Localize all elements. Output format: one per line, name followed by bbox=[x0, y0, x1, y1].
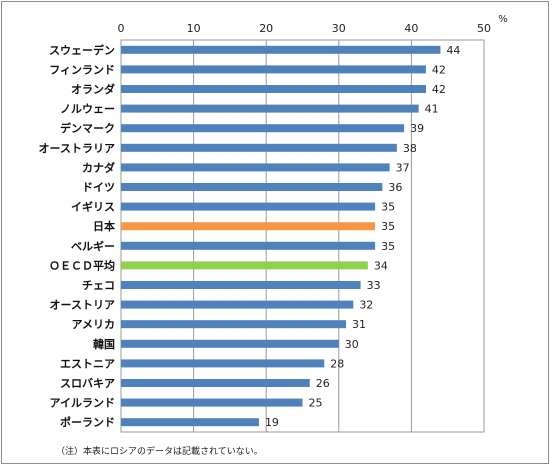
value-label: 35 bbox=[381, 220, 395, 233]
value-label: 33 bbox=[367, 279, 381, 292]
bar bbox=[121, 300, 354, 309]
value-label: 34 bbox=[374, 259, 388, 272]
value-label: 42 bbox=[432, 83, 446, 96]
category-label: ドイツ bbox=[82, 181, 115, 194]
bar bbox=[121, 183, 383, 191]
plot-area bbox=[120, 39, 485, 433]
category-label: デンマーク bbox=[60, 121, 115, 135]
value-label: 44 bbox=[446, 44, 460, 57]
category-label: オランダ bbox=[71, 82, 115, 96]
x-tick-label: 30 bbox=[332, 22, 346, 35]
category-label: アメリカ bbox=[72, 318, 115, 331]
value-label: 31 bbox=[352, 318, 366, 331]
value-label: 26 bbox=[316, 377, 330, 390]
x-tick-label: 10 bbox=[187, 22, 201, 35]
value-label: 41 bbox=[425, 103, 439, 116]
value-label: 35 bbox=[381, 201, 395, 214]
value-label: 28 bbox=[330, 357, 344, 370]
value-label: 39 bbox=[410, 122, 424, 135]
bar bbox=[121, 418, 259, 427]
bar bbox=[121, 359, 325, 368]
bar bbox=[121, 261, 368, 270]
bar bbox=[121, 202, 376, 211]
bar bbox=[121, 281, 361, 289]
value-label: 36 bbox=[388, 181, 402, 194]
value-label: 35 bbox=[381, 240, 395, 253]
x-tick-label: 40 bbox=[404, 22, 418, 35]
value-label: 30 bbox=[345, 338, 359, 351]
category-label: ポーランド bbox=[60, 415, 115, 429]
category-label: フィンランド bbox=[49, 63, 115, 76]
value-label: 19 bbox=[265, 416, 279, 429]
bar bbox=[121, 320, 347, 329]
value-label: 37 bbox=[396, 161, 410, 174]
bar bbox=[121, 65, 426, 74]
value-label: 38 bbox=[403, 142, 417, 155]
category-label: オーストラリア bbox=[39, 142, 115, 155]
x-tick-label: 0 bbox=[118, 22, 125, 35]
bar bbox=[121, 398, 303, 407]
bar bbox=[121, 143, 397, 152]
category-label: 韓国 bbox=[93, 337, 115, 351]
x-tick-label: 20 bbox=[259, 22, 273, 35]
category-label: イギリス bbox=[71, 200, 115, 214]
bar bbox=[121, 124, 405, 133]
bar bbox=[121, 241, 376, 250]
category-label: スウェーデン bbox=[49, 43, 115, 57]
bar bbox=[121, 45, 441, 54]
bar bbox=[121, 104, 419, 113]
category-label: チェコ bbox=[82, 279, 115, 292]
category-label: ノルウェー bbox=[60, 103, 115, 116]
category-label: ＯＥＣＤ平均 bbox=[49, 258, 115, 272]
category-label: 日本 bbox=[93, 219, 115, 233]
category-label: ベルギー bbox=[71, 239, 115, 253]
value-label: 42 bbox=[432, 63, 446, 76]
category-label: オーストリア bbox=[50, 299, 115, 312]
bar bbox=[121, 163, 390, 172]
category-label: アイルランド bbox=[50, 397, 115, 410]
category-label: エストニア bbox=[60, 357, 115, 370]
bar bbox=[121, 85, 426, 93]
unit-label: % bbox=[498, 14, 508, 25]
bar bbox=[121, 222, 376, 231]
value-label: 25 bbox=[309, 397, 323, 410]
bar bbox=[121, 379, 310, 387]
bar bbox=[121, 339, 339, 348]
value-label: 32 bbox=[359, 299, 373, 312]
category-label: スロバキア bbox=[60, 377, 115, 390]
chart-note: （注）本表にロシアのデータは記載されていない。 bbox=[56, 447, 263, 457]
x-tick-label: 50 bbox=[477, 22, 491, 35]
category-label: カナダ bbox=[82, 160, 115, 174]
